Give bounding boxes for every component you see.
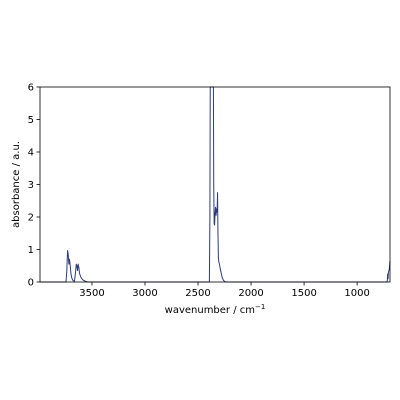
- y-axis-ticks: 0 1 2 3 4 5 6: [28, 83, 40, 289]
- x-tick-label: 1500: [291, 288, 316, 299]
- spectrum-line: [40, 86, 391, 283]
- x-tick-label: 3500: [79, 288, 104, 299]
- y-tick-label: 1: [28, 245, 34, 256]
- y-tick-label: 3: [28, 180, 34, 191]
- y-tick-label: 4: [28, 148, 34, 159]
- y-tick-label: 0: [28, 278, 34, 289]
- y-axis-label: absorbance / a.u.: [11, 141, 22, 228]
- x-tick-label: 2000: [238, 288, 263, 299]
- axes-frame: [39, 86, 391, 283]
- plot-area: [40, 86, 391, 283]
- y-tick-label: 5: [28, 115, 34, 126]
- x-axis-ticks: 3500 3000 2500 2000 1500 1000: [79, 282, 370, 299]
- y-tick-label: 6: [28, 83, 34, 94]
- x-axis-label-text: wavenumber / cm: [165, 305, 255, 316]
- x-axis-label: wavenumber / cm−1: [165, 303, 266, 316]
- y-tick-label: 2: [28, 213, 34, 224]
- x-tick-label: 2500: [185, 288, 210, 299]
- x-tick-label: 3000: [132, 288, 157, 299]
- x-axis-label-superscript: −1: [255, 303, 265, 311]
- x-tick-label: 1000: [344, 288, 369, 299]
